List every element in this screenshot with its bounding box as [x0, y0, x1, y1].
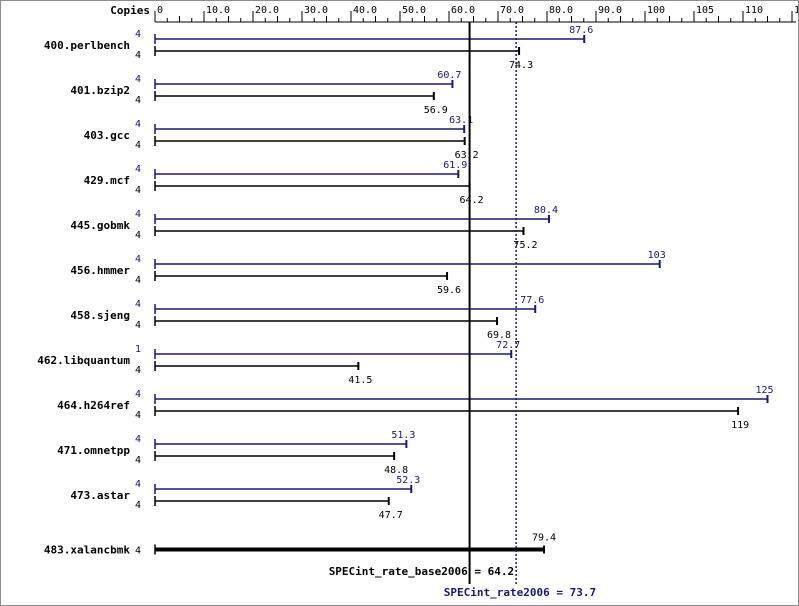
base-value-label: 69.8 [487, 330, 511, 341]
base-value-label: 48.8 [384, 465, 408, 476]
x-tick-label: 10.0 [206, 5, 230, 16]
peak-copies-count: 4 [135, 164, 141, 175]
base-value-label: 74.3 [509, 60, 533, 71]
peak-copies-count: 1 [135, 344, 141, 355]
peak-value-label: 60.7 [437, 70, 461, 81]
peak-value-label: 87.6 [569, 25, 593, 36]
base-copies-count: 4 [135, 455, 141, 466]
peak-value-label: 125 [755, 385, 773, 396]
benchmark-row: 483.xalancbmk 4 79.4 [44, 533, 556, 557]
peak-copies-count: 4 [135, 254, 141, 265]
benchmark-row: 401.bzip2 4 4 60.7 56.9 [70, 70, 461, 116]
benchmark-name: 462.libquantum [37, 354, 130, 367]
base-value-label: 64.2 [460, 195, 484, 206]
benchmark-name: 458.sjeng [70, 309, 130, 322]
benchmark-row: 400.perlbench 4 4 87.6 74.3 [44, 25, 593, 71]
peak-value-label: 72.7 [496, 340, 520, 351]
benchmark-name: 401.bzip2 [70, 84, 130, 97]
base-copies-count: 4 [135, 410, 141, 421]
benchmark-name: 403.gcc [84, 129, 130, 142]
base-copies-count: 4 [135, 185, 141, 196]
base-copies-count: 4 [135, 275, 141, 286]
benchmark-row: 473.astar 4 4 52.3 47.7 [70, 475, 420, 521]
copies-axis-title: Copies [110, 4, 150, 17]
base-value-label: 63.2 [455, 150, 479, 161]
x-tick-label: 110 [745, 5, 763, 16]
peak-value-label: 77.6 [520, 295, 544, 306]
benchmark-row: 403.gcc 4 4 63.1 63.2 [84, 115, 479, 161]
peak-copies-count: 4 [135, 119, 141, 130]
peak-value-label: 61.9 [443, 160, 467, 171]
benchmark-name: 483.xalancbmk [44, 544, 130, 557]
x-tick-label: 80.0 [549, 5, 573, 16]
benchmark-name: 429.mcf [84, 174, 130, 187]
benchmark-name: 464.h264ref [57, 399, 130, 412]
benchmark-name: 445.gobmk [70, 219, 130, 232]
base-copies-count: 4 [135, 140, 141, 151]
x-tick-label: 20.0 [255, 5, 279, 16]
x-tick-label: 40.0 [353, 5, 377, 16]
x-tick-label: 90.0 [598, 5, 622, 16]
peak-copies-count: 4 [135, 29, 141, 40]
x-tick-label: 50.0 [402, 5, 426, 16]
benchmark-row: 429.mcf 4 4 61.9 64.2 [84, 160, 484, 206]
peak-value-label: 103 [648, 250, 666, 261]
base-value-label: 41.5 [348, 375, 372, 386]
peak-copies-count: 4 [135, 389, 141, 400]
peak-copies-count: 4 [135, 434, 141, 445]
base-value-label: 47.7 [379, 510, 403, 521]
benchmark-name: 456.hmmer [70, 264, 130, 277]
x-tick-label: 30.0 [304, 5, 328, 16]
benchmark-name: 471.omnetpp [57, 444, 130, 457]
value-label: 79.4 [532, 533, 556, 544]
peak-copies-count: 4 [135, 209, 141, 220]
base-value-label: 59.6 [437, 285, 461, 296]
peak-value-label: 51.3 [391, 430, 415, 441]
peak-copies-count: 4 [135, 74, 141, 85]
benchmark-row: 456.hmmer 4 4 103 59.6 [70, 250, 665, 296]
benchmark-row: 462.libquantum 1 4 72.7 41.5 [37, 340, 520, 386]
x-axis-ticks: 0 10.0 20.0 30.0 40.0 50.0 60.0 70.0 80.0 90.0 100… [154, 5, 798, 22]
peak-value-label: 52.3 [396, 475, 420, 486]
summary-group: SPECint_rate_base2006 = 64.2 SPECint_rate… [329, 22, 596, 599]
x-tick-label: 70.0 [500, 5, 524, 16]
peak-copies-count: 4 [135, 479, 141, 490]
peak-rate-summary: SPECint_rate2006 = 73.7 [444, 586, 596, 599]
base-value-label: 56.9 [424, 105, 448, 116]
benchmark-name: 473.astar [70, 489, 130, 502]
peak-value-label: 80.4 [534, 205, 558, 216]
peak-value-label: 63.1 [449, 115, 473, 126]
base-copies-count: 4 [135, 320, 141, 331]
x-tick-label: 105 [696, 5, 714, 16]
benchmark-row: 464.h264ref 4 4 125 119 [57, 385, 773, 431]
base-rate-summary: SPECint_rate_base2006 = 64.2 [329, 565, 514, 578]
x-tick-label: 100 [647, 5, 665, 16]
base-copies-count: 4 [135, 95, 141, 106]
base-copies-count: 4 [135, 230, 141, 241]
copies-count: 4 [135, 546, 141, 557]
base-value-label: 119 [731, 420, 749, 431]
x-tick-label: 60.0 [451, 5, 475, 16]
peak-copies-count: 4 [135, 299, 141, 310]
base-value-label: 75.2 [513, 240, 537, 251]
base-copies-count: 4 [135, 365, 141, 376]
x-tick-label: 115 [794, 5, 798, 16]
base-copies-count: 4 [135, 500, 141, 511]
base-copies-count: 4 [135, 50, 141, 61]
bar-groups: 400.perlbench 4 4 87.6 74.3 401.bzip2 4 4 60.7 56… [37, 25, 773, 557]
benchmark-row: 471.omnetpp 4 4 51.3 48.8 [57, 430, 415, 476]
benchmark-name: 400.perlbench [44, 39, 130, 52]
x-tick-label: 0 [157, 5, 163, 16]
benchmark-row: 445.gobmk 4 4 80.4 75.2 [70, 205, 558, 251]
benchmark-row: 458.sjeng 4 4 77.6 69.8 [70, 295, 544, 341]
